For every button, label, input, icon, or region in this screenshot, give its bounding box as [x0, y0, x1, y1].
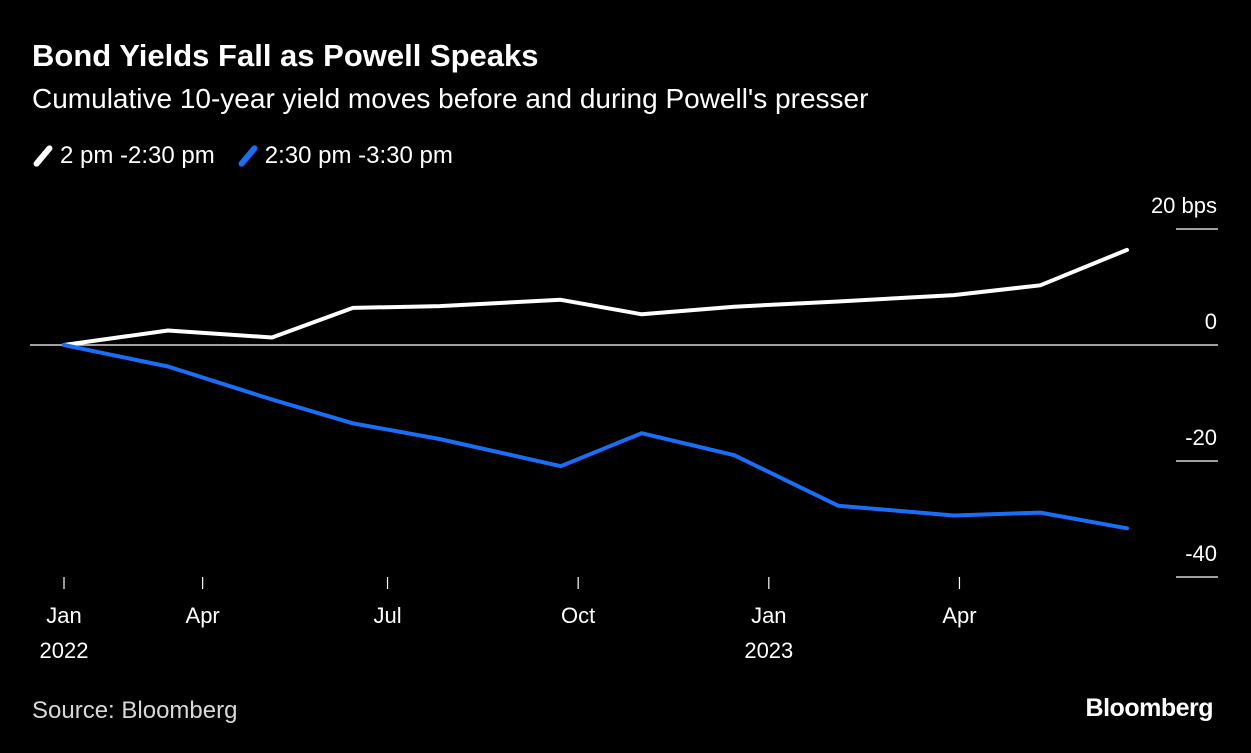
- x-tick-label-3: Oct: [561, 603, 595, 628]
- x-tick-label-4: Jan: [751, 603, 786, 628]
- x-tick-sublabel-0: 2022: [40, 638, 89, 663]
- y-tick-label-2: -20: [1185, 425, 1217, 450]
- y-tick-label-1: 0: [1205, 309, 1217, 334]
- x-tick-sublabel-4: 2023: [744, 638, 793, 663]
- x-tick-label-2: Jul: [373, 603, 401, 628]
- source-note: Source: Bloomberg: [32, 697, 238, 724]
- x-tick-label-0: Jan: [46, 603, 81, 628]
- bloomberg-logo: Bloomberg: [1085, 694, 1214, 722]
- chart-title: Bond Yields Fall as Powell Speaks: [32, 38, 539, 73]
- legend: 2 pm -2:30 pm 2:30 pm -3:30 pm: [32, 142, 475, 170]
- legend-item-white: 2 pm -2:30 pm: [32, 142, 215, 170]
- chart-subtitle: Cumulative 10-year yield moves before an…: [32, 83, 869, 114]
- series-line-blue: [62, 343, 1129, 531]
- y-tick-label-0: 20 bps: [1151, 193, 1217, 218]
- x-tick-label-5: Apr: [942, 603, 976, 628]
- legend-item-blue: 2:30 pm -3:30 pm: [237, 142, 453, 170]
- series-line-white: [62, 247, 1129, 347]
- legend-label-blue: 2:30 pm -3:30 pm: [264, 142, 453, 169]
- legend-label-white: 2 pm -2:30 pm: [60, 142, 215, 169]
- y-tick-label-3: -40: [1185, 541, 1217, 566]
- x-tick-label-1: Apr: [186, 603, 220, 628]
